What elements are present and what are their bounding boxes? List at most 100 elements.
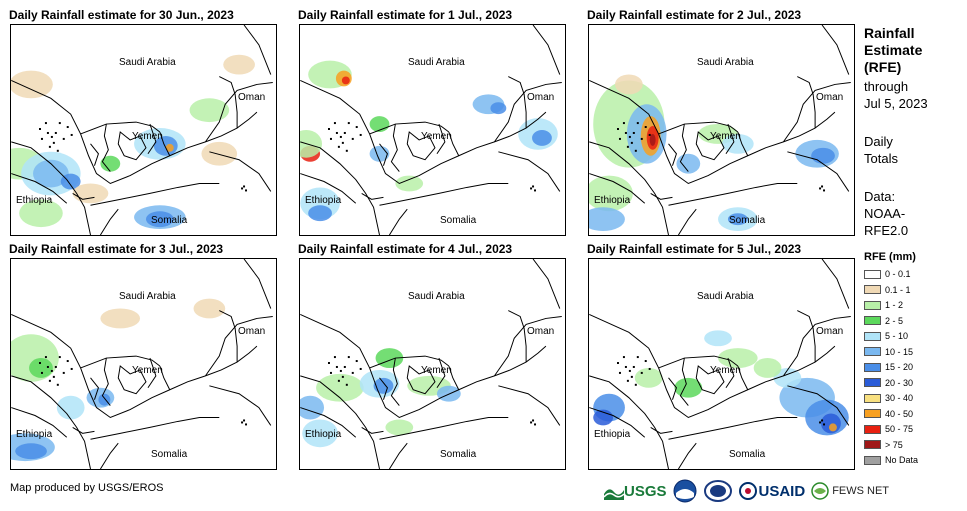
island bbox=[624, 131, 627, 134]
border-line bbox=[209, 151, 272, 192]
border-line bbox=[677, 208, 697, 235]
island bbox=[50, 369, 53, 372]
label-ethiopia: Ethiopia bbox=[16, 429, 53, 440]
border-line bbox=[498, 151, 561, 192]
border-line bbox=[821, 25, 850, 75]
border-line bbox=[300, 314, 547, 419]
island bbox=[644, 126, 647, 129]
panel-title-6: Daily Rainfall estimate for 5 Jul., 2023 bbox=[587, 242, 802, 256]
island bbox=[636, 122, 639, 125]
rainfall-cell bbox=[19, 199, 63, 228]
island bbox=[630, 141, 633, 144]
island bbox=[618, 371, 621, 374]
island bbox=[644, 360, 647, 363]
rainfall-cell bbox=[704, 330, 732, 347]
border-line bbox=[300, 407, 357, 438]
legend-label: 40 - 50 bbox=[885, 408, 914, 419]
border-line bbox=[219, 76, 238, 129]
island bbox=[628, 135, 631, 138]
island bbox=[648, 367, 651, 370]
panel-title-5: Daily Rainfall estimate for 4 Jul., 2023 bbox=[298, 242, 513, 256]
sidebar-through: through bbox=[864, 79, 909, 94]
island bbox=[40, 137, 43, 140]
rainfall-cell bbox=[385, 419, 414, 436]
legend-item: 10 - 15 bbox=[864, 346, 913, 358]
rainfall-cell bbox=[165, 143, 174, 152]
border-line bbox=[72, 426, 95, 434]
island bbox=[351, 371, 354, 374]
sidebar-title-line2: Estimate bbox=[864, 42, 923, 58]
legend-swatch bbox=[864, 316, 881, 325]
map-panel-2: Saudi Arabia Oman Yemen Ethiopia Somalia bbox=[299, 24, 566, 236]
rainfall-cell bbox=[718, 348, 758, 368]
island bbox=[622, 356, 625, 359]
border-line bbox=[679, 123, 689, 172]
label-saudi-arabia: Saudi Arabia bbox=[697, 291, 754, 302]
island bbox=[640, 137, 643, 140]
legend-swatch bbox=[864, 424, 881, 434]
borders-layer bbox=[11, 259, 273, 469]
island bbox=[58, 356, 61, 359]
sidebar-totals: Totals bbox=[864, 151, 898, 166]
legend-label: No Data bbox=[885, 455, 919, 465]
rainfall-layer bbox=[11, 298, 226, 462]
border-line bbox=[369, 121, 450, 135]
border-line bbox=[448, 365, 460, 390]
island bbox=[50, 135, 53, 138]
label-yemen: Yemen bbox=[710, 365, 741, 376]
border-line bbox=[508, 310, 527, 363]
island bbox=[616, 128, 619, 130]
label-ethiopia: Ethiopia bbox=[305, 195, 342, 206]
legend-item: 0 - 0.1 bbox=[864, 268, 911, 280]
island bbox=[616, 362, 619, 364]
label-saudi-arabia: Saudi Arabia bbox=[119, 291, 176, 302]
rainfall-cell bbox=[300, 130, 323, 158]
island bbox=[347, 122, 350, 125]
island bbox=[52, 375, 55, 378]
island bbox=[634, 383, 637, 386]
panel-title-3: Daily Rainfall estimate for 2 Jul., 2023 bbox=[587, 8, 802, 22]
border-line bbox=[99, 442, 119, 469]
island bbox=[339, 369, 342, 372]
border-line bbox=[668, 182, 798, 206]
island bbox=[624, 365, 627, 368]
label-somalia: Somalia bbox=[151, 215, 188, 226]
island bbox=[343, 131, 346, 134]
island bbox=[245, 189, 248, 192]
border-line bbox=[72, 192, 95, 200]
border-line bbox=[494, 81, 562, 143]
island bbox=[351, 137, 354, 140]
island bbox=[56, 149, 59, 152]
doi-seal-icon bbox=[703, 480, 732, 502]
island bbox=[54, 131, 57, 134]
island bbox=[48, 379, 51, 382]
island bbox=[821, 185, 824, 188]
borders-layer bbox=[589, 25, 851, 235]
borders-layer bbox=[11, 25, 273, 235]
island bbox=[66, 360, 69, 363]
island bbox=[54, 365, 57, 368]
label-oman: Oman bbox=[527, 326, 555, 337]
island bbox=[359, 133, 362, 136]
legend-item: 5 - 10 bbox=[864, 330, 908, 342]
label-oman: Oman bbox=[816, 92, 844, 103]
usgs-wave-icon bbox=[604, 489, 624, 500]
legend-swatch bbox=[864, 378, 881, 387]
label-somalia: Somalia bbox=[440, 449, 477, 460]
rainfall-cell bbox=[721, 133, 754, 154]
border-line bbox=[209, 385, 272, 426]
border-line bbox=[589, 173, 646, 204]
border-line bbox=[11, 141, 91, 235]
border-line bbox=[243, 259, 272, 309]
border-line bbox=[725, 123, 735, 155]
border-line bbox=[668, 377, 677, 400]
legend-item: 50 - 75 bbox=[864, 423, 913, 435]
border-line bbox=[589, 375, 669, 469]
border-line bbox=[159, 365, 171, 390]
border-line bbox=[679, 357, 689, 406]
border-line bbox=[589, 407, 646, 438]
border-line bbox=[379, 377, 388, 400]
island bbox=[46, 131, 49, 134]
border-line bbox=[436, 123, 446, 155]
rainfall-cell bbox=[308, 205, 332, 222]
